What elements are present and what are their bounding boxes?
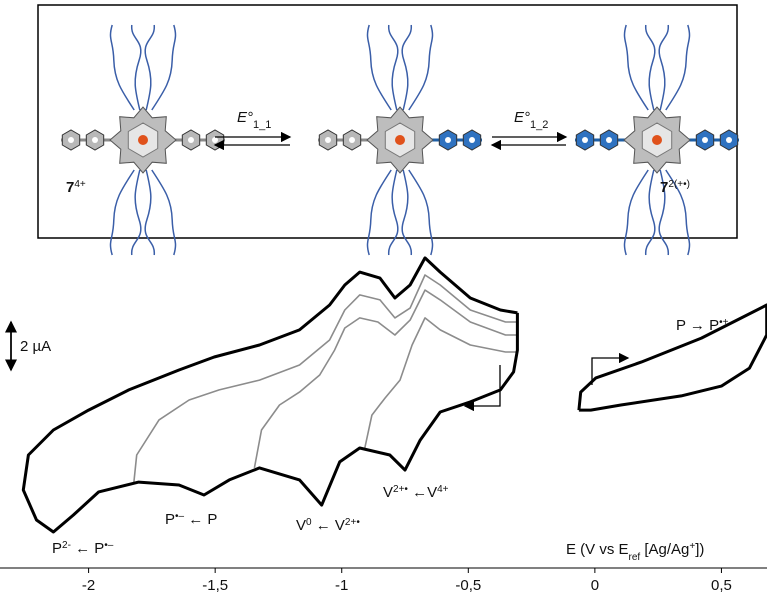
ring-center	[349, 137, 355, 143]
x-tick-label: 0	[591, 577, 599, 594]
step-symbol: E°	[514, 109, 530, 126]
cv-trace	[364, 317, 518, 449]
x-tick-label: -0,5	[455, 577, 481, 594]
supscript: 2+•	[345, 517, 360, 528]
ring-center	[582, 137, 588, 143]
compound-charge: 2(+•)	[668, 179, 690, 190]
x-tick-label: 0,5	[711, 577, 732, 594]
ring-center	[325, 137, 331, 143]
subscript: ref	[629, 552, 641, 563]
text-part: ← V	[312, 517, 345, 534]
metal-center	[138, 135, 148, 145]
text-part: [Ag/Ag	[640, 541, 689, 558]
cv-trace	[21, 256, 519, 534]
compound-name: 7	[660, 179, 668, 196]
alkyl-chain	[645, 169, 656, 256]
alkyl-chain	[665, 24, 691, 111]
alkyl-chain	[151, 169, 177, 256]
x-tick-label: -1	[335, 577, 348, 594]
alkyl-chain	[645, 24, 656, 111]
molecule	[318, 24, 482, 256]
step-symbol: E°	[237, 109, 253, 126]
alkyl-chain	[144, 24, 155, 111]
ring-center	[212, 137, 218, 143]
supscript: •+	[719, 317, 729, 328]
alkyl-chain	[131, 169, 142, 256]
supscript: •–	[175, 511, 185, 522]
alkyl-chain	[408, 169, 434, 256]
ring-center	[92, 137, 98, 143]
alkyl-chain	[366, 24, 392, 111]
metal-center	[395, 135, 405, 145]
x-axis-label: E (V vs Eref [Ag/Ag+])	[566, 541, 704, 563]
x-tick-label: -2	[82, 577, 95, 594]
alkyl-chain	[623, 24, 649, 111]
alkyl-chain	[401, 169, 412, 256]
annotation: P → P•+	[676, 317, 729, 335]
text-part: P	[165, 511, 175, 528]
alkyl-chain	[366, 169, 392, 256]
alkyl-chain	[408, 24, 434, 111]
alkyl-chain	[658, 24, 669, 111]
alkyl-chain	[131, 24, 142, 111]
metal-center	[652, 135, 662, 145]
text-part: V	[383, 484, 393, 501]
ring-center	[606, 137, 612, 143]
text-part: V	[296, 517, 306, 534]
cv-trace	[133, 274, 518, 483]
text-part: ← P	[184, 511, 217, 528]
compound-label: 74+	[66, 179, 86, 197]
cv-trace	[253, 289, 518, 469]
alkyl-chain	[151, 24, 177, 111]
scan-arrows	[463, 352, 630, 412]
text-part: ])	[695, 541, 704, 558]
ring-center	[702, 137, 708, 143]
text-part: ←V	[408, 484, 437, 501]
step-label: E°1_2	[514, 109, 548, 131]
alkyl-chain	[109, 24, 135, 111]
ring-center	[469, 137, 475, 143]
supscript: 2+•	[393, 484, 408, 495]
scale-bar-label: 2 µA	[20, 338, 51, 355]
ring-center	[188, 137, 194, 143]
alkyl-chain	[665, 169, 691, 256]
alkyl-chain	[109, 169, 135, 256]
text-part: ← P	[71, 540, 104, 557]
compound-label: 72(+•)	[660, 179, 690, 197]
ring-center	[68, 137, 74, 143]
text-part: P → P	[676, 317, 719, 334]
compound-charge: 4+	[74, 179, 86, 190]
step-label: E°1_1	[237, 109, 271, 131]
step-subscript: 1_2	[530, 119, 548, 131]
step-subscript: 1_1	[253, 119, 271, 131]
text-part: E (V vs E	[566, 541, 629, 558]
supscript: •–	[104, 540, 114, 551]
annotation: P2- ← P•–	[52, 540, 114, 558]
alkyl-chain	[144, 169, 155, 256]
supscript: 0	[306, 517, 312, 528]
alkyl-chain	[388, 169, 399, 256]
supscript: 4+	[437, 484, 449, 495]
ring-center	[445, 137, 451, 143]
compound-name: 7	[66, 179, 74, 196]
alkyl-chain	[388, 24, 399, 111]
x-tick-label: -1,5	[202, 577, 228, 594]
supscript: +	[689, 541, 695, 552]
supscript: 2-	[62, 540, 71, 551]
plot: -2 -1,5 -1 -0,5 0 0,52 µAP → P•+V2+• ←V4+P•– …	[4, 256, 767, 594]
annotation: P•– ← P	[165, 511, 217, 529]
molecule	[575, 24, 739, 256]
text-part: P	[52, 540, 62, 557]
alkyl-chain	[623, 169, 649, 256]
annotation: V2+• ←V4+	[383, 484, 449, 502]
ring-center	[726, 137, 732, 143]
equilibrium-arrows	[213, 131, 568, 151]
alkyl-chain	[401, 24, 412, 111]
alkyl-chain	[658, 169, 669, 256]
annotation: V0 ← V2+•	[296, 517, 360, 535]
